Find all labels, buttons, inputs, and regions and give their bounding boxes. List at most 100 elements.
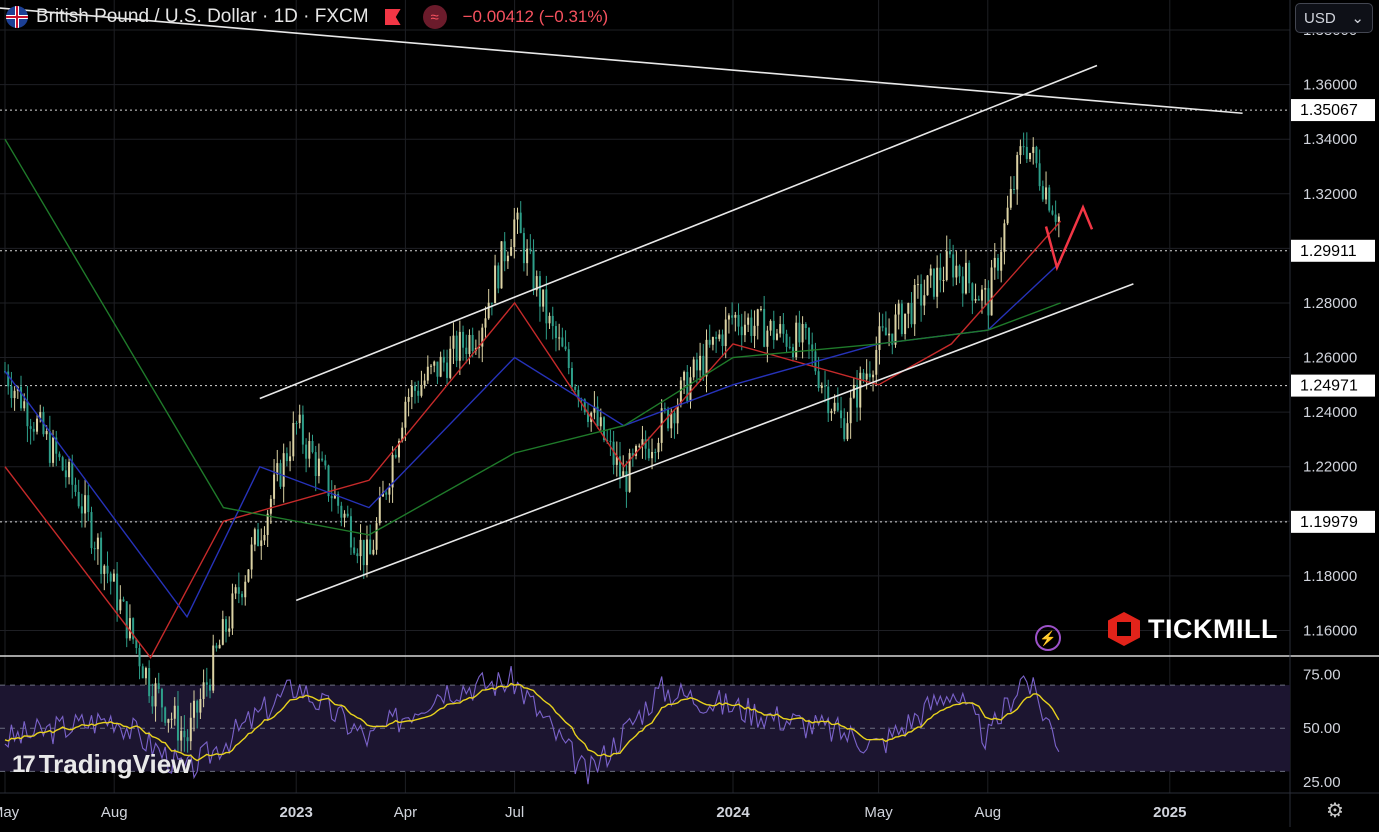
tradingview-mark-icon: 17 — [12, 750, 36, 778]
candle-body — [868, 373, 871, 378]
candle-body — [209, 684, 212, 691]
candle-body — [715, 336, 718, 339]
candle-body — [526, 248, 529, 264]
level-price-tag[interactable] — [1291, 239, 1375, 262]
candle-body — [631, 453, 634, 456]
channel-bottom-trendline[interactable] — [295, 283, 1134, 602]
candle-body — [647, 448, 650, 459]
candle-body — [337, 493, 340, 506]
settings-gear-icon[interactable]: ⚙ — [1326, 799, 1344, 822]
candle-body — [836, 402, 839, 411]
candle-body — [1025, 146, 1028, 160]
rsi-line — [4, 666, 1060, 785]
candle-body — [993, 257, 996, 268]
candle-body — [804, 324, 807, 328]
candle-body — [80, 506, 83, 514]
candle-body — [612, 441, 615, 465]
tickmill-mark-icon — [1108, 612, 1140, 646]
candle-body — [375, 523, 378, 550]
candle-body — [1009, 189, 1012, 208]
candle-body — [215, 645, 218, 649]
candle-body — [782, 324, 785, 334]
candle-body — [68, 461, 71, 478]
candle-body — [497, 265, 500, 289]
candle-body — [74, 484, 77, 492]
candle-body — [176, 705, 179, 741]
level-price-tag[interactable] — [1291, 99, 1375, 122]
candle-body — [317, 458, 320, 477]
candle-body — [433, 361, 436, 366]
candle-body — [87, 495, 90, 513]
candle-body — [654, 451, 657, 453]
channel-top-trendline[interactable] — [259, 64, 1098, 400]
level-price-tag[interactable] — [1291, 510, 1375, 533]
candle-body — [253, 529, 256, 545]
level-price-label: 1.35067 — [1300, 102, 1358, 119]
candle-body — [583, 399, 586, 413]
level-price-tag[interactable] — [1291, 374, 1375, 397]
long-term-resistance-trendline[interactable] — [0, 5, 1243, 115]
candle-body — [32, 428, 35, 432]
candle-body — [1006, 207, 1009, 224]
flag-marker-icon[interactable] — [384, 9, 401, 25]
tradingview-wordmark: TradingView — [38, 749, 192, 779]
candle-body — [266, 513, 269, 535]
candle-body — [1041, 186, 1044, 200]
candle-body — [478, 346, 481, 349]
candle-body — [513, 219, 516, 248]
candle-body — [641, 439, 644, 446]
rsi-tick-label: 25.00 — [1303, 774, 1341, 791]
rsi-signal-line — [4, 682, 1060, 762]
candle-body — [801, 324, 804, 343]
candle-body — [196, 700, 199, 713]
candle-body — [510, 247, 513, 256]
candle-body — [276, 463, 279, 475]
candle-body — [929, 268, 932, 276]
price-change: −0.00412 (−0.31%) — [462, 7, 609, 26]
candle-body — [404, 401, 407, 428]
candle-body — [446, 362, 449, 378]
candle-body — [535, 276, 538, 291]
candle-body — [865, 373, 868, 380]
candle-body — [1038, 163, 1041, 187]
candle-body — [458, 331, 461, 361]
candle-body — [884, 327, 887, 336]
candle-body — [141, 666, 144, 679]
symbol-header: British Pound / U.S. Dollar · 1D · FXCM … — [6, 4, 608, 30]
candle-body — [465, 347, 468, 355]
candle-body — [660, 408, 663, 443]
candle-body — [205, 682, 208, 685]
lightning-icon[interactable]: ⚡ — [1035, 625, 1061, 651]
candle-body — [109, 573, 112, 582]
candle-body — [705, 339, 708, 377]
currency-select[interactable]: USD ⌄ — [1295, 3, 1373, 33]
candle-body — [545, 289, 548, 324]
candle-body — [561, 337, 564, 347]
candle-body — [263, 534, 266, 541]
candle-body — [519, 212, 522, 234]
candle-body — [808, 327, 811, 345]
candle-body — [173, 705, 176, 719]
candle-body — [144, 668, 147, 679]
candle-body — [1045, 187, 1048, 200]
candle-body — [305, 444, 308, 459]
candle-body — [577, 389, 580, 400]
candle-body — [859, 372, 862, 408]
symbol-title[interactable]: British Pound / U.S. Dollar · 1D · FXCM — [36, 6, 369, 27]
candle-body — [231, 593, 234, 629]
candle-body — [564, 346, 567, 350]
candle-body — [116, 573, 119, 611]
candle-body — [622, 471, 625, 477]
candle-body — [484, 318, 487, 328]
projection-arrow[interactable] — [1044, 204, 1094, 272]
candle-body — [718, 334, 721, 339]
candle-body — [670, 413, 673, 429]
wave-indicator-icon[interactable]: ≈ — [422, 5, 447, 29]
candle-body — [625, 471, 628, 492]
candle-body — [785, 333, 788, 347]
candle-body — [180, 730, 183, 741]
candle-body — [154, 683, 157, 707]
candle-body — [250, 544, 253, 570]
